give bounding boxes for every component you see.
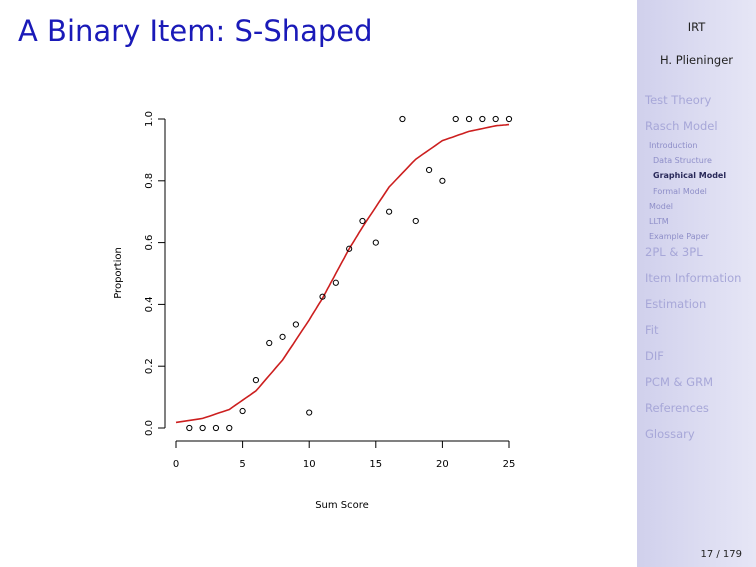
x-tick-label: 25 bbox=[503, 459, 516, 470]
y-tick-label: 0.4 bbox=[144, 296, 155, 312]
nav-item-lltm[interactable]: LLTM bbox=[649, 217, 669, 227]
data-point bbox=[346, 245, 353, 252]
data-point bbox=[452, 115, 459, 123]
nav-item-example-paper[interactable]: Example Paper bbox=[649, 232, 709, 242]
data-point bbox=[492, 115, 499, 123]
slide-title: A Binary Item: S-Shaped bbox=[18, 14, 373, 48]
data-point bbox=[412, 217, 419, 225]
nav-section-test-theory[interactable]: Test Theory bbox=[645, 93, 712, 107]
x-tick-label: 5 bbox=[239, 459, 245, 470]
data-point bbox=[306, 409, 313, 416]
data-point bbox=[465, 115, 473, 123]
nav-section-glossary[interactable]: Glossary bbox=[645, 427, 695, 442]
x-axis-label: Sum Score bbox=[315, 500, 369, 511]
y-tick-label: 1.0 bbox=[144, 111, 155, 127]
y-tick-label: 0.2 bbox=[144, 358, 155, 374]
data-points bbox=[186, 115, 513, 432]
data-point bbox=[399, 115, 406, 123]
data-point bbox=[386, 208, 393, 215]
data-point bbox=[239, 407, 246, 415]
nav-section-item-information[interactable]: Item Information bbox=[645, 271, 742, 286]
data-point bbox=[372, 239, 379, 246]
data-point bbox=[439, 177, 446, 184]
y-tick-label: 0.6 bbox=[144, 235, 155, 251]
sidebar-author[interactable]: H. Plieninger bbox=[659, 53, 734, 67]
data-point bbox=[266, 339, 273, 347]
data-point bbox=[292, 321, 299, 328]
chart-ticks: 0 5 10 15 20 25 0.0 0.2 0.4 0.6 0.8 1.0 bbox=[144, 111, 515, 470]
nav-section-2pl-3pl[interactable]: 2PL & 3PL bbox=[645, 245, 703, 260]
nav-section-estimation[interactable]: Estimation bbox=[645, 297, 707, 312]
data-point bbox=[359, 217, 366, 225]
data-point bbox=[425, 166, 433, 174]
slide-main: A Binary Item: S-Shaped 0 5 10 15 20 25 0.0 0.2… bbox=[18, 14, 515, 511]
nav-item-graphical-model[interactable]: Graphical Model bbox=[653, 171, 727, 181]
data-point bbox=[279, 333, 286, 340]
nav-section-rasch-model[interactable]: Rasch Model bbox=[645, 119, 718, 133]
data-point bbox=[332, 279, 339, 286]
nav-item-data-structure[interactable]: Data Structure bbox=[653, 156, 712, 166]
x-tick-label: 0 bbox=[173, 459, 179, 470]
data-point bbox=[479, 115, 486, 123]
sidebar-nav: Test Theory Rasch Model Introduction Data S… bbox=[645, 92, 755, 452]
page-number: 17 / 179 bbox=[700, 549, 742, 560]
data-point bbox=[252, 377, 260, 384]
data-point bbox=[212, 424, 220, 432]
fitted-curve bbox=[175, 123, 510, 424]
nav-section-pcm-grm[interactable]: PCM & GRM bbox=[645, 375, 713, 390]
nav-item-introduction[interactable]: Introduction bbox=[649, 141, 698, 150]
data-point bbox=[226, 424, 233, 432]
x-tick-label: 15 bbox=[369, 459, 382, 470]
sidebar: IRT H. Plieninger Test Theory Rasch Model… bbox=[637, 0, 756, 567]
sidebar-title[interactable]: IRT bbox=[687, 20, 706, 34]
data-point bbox=[186, 424, 193, 432]
chart: 0 5 10 15 20 25 0.0 0.2 0.4 0.6 0.8 1.0 Sum Score P… bbox=[113, 111, 515, 511]
y-tick-label: 0.0 bbox=[144, 420, 155, 436]
x-tick-label: 10 bbox=[303, 459, 316, 470]
chart-axes bbox=[164, 119, 509, 442]
nav-section-fit[interactable]: Fit bbox=[645, 323, 659, 338]
x-tick-label: 20 bbox=[436, 459, 449, 470]
nav-section-references[interactable]: References bbox=[645, 401, 709, 416]
data-point bbox=[199, 424, 206, 432]
y-tick-label: 0.8 bbox=[144, 173, 155, 189]
nav-section-dif[interactable]: DIF bbox=[645, 349, 664, 364]
nav-item-formal-model[interactable]: Formal Model bbox=[653, 186, 707, 196]
y-axis-label: Proportion bbox=[113, 247, 124, 299]
nav-item-model[interactable]: Model bbox=[649, 201, 674, 211]
data-point bbox=[505, 115, 513, 123]
data-point bbox=[319, 293, 326, 300]
